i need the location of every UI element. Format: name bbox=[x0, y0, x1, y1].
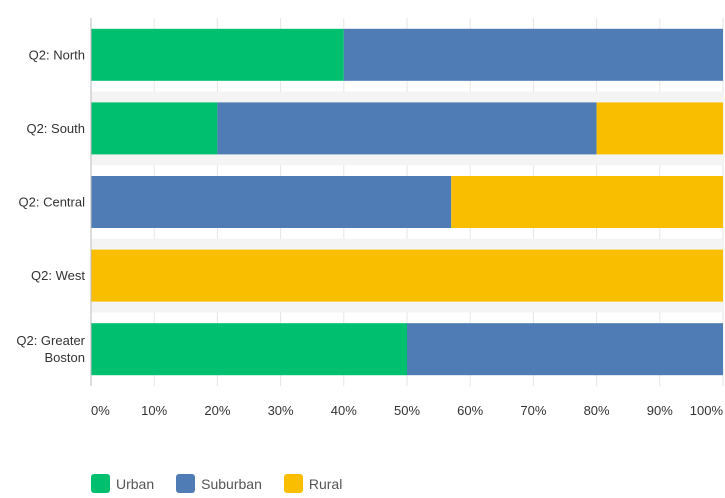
bar-urban bbox=[91, 323, 407, 376]
bar-suburban bbox=[343, 28, 723, 81]
category-labels: Q2: North Q2: South Q2: Central Q2: West Q2:… bbox=[16, 47, 85, 365]
category-label: Q2: North bbox=[29, 47, 85, 62]
x-tick-label: 60% bbox=[457, 403, 483, 418]
bar-suburban bbox=[217, 102, 597, 155]
x-tick-label: 100% bbox=[690, 403, 724, 418]
category-label: Q2: South bbox=[26, 121, 85, 136]
x-tick-label: 20% bbox=[204, 403, 230, 418]
x-tick-label: 80% bbox=[584, 403, 610, 418]
x-tick-label: 40% bbox=[331, 403, 357, 418]
legend-label: Urban bbox=[116, 475, 155, 492]
legend-item-suburban: Suburban bbox=[176, 474, 262, 493]
legend-swatch bbox=[91, 474, 110, 493]
x-tick-label: 70% bbox=[520, 403, 546, 418]
x-tick-label: 90% bbox=[647, 403, 673, 418]
x-tick-label: 30% bbox=[268, 403, 294, 418]
bar-urban bbox=[91, 28, 344, 81]
legend: Urban Suburban Rural bbox=[91, 474, 364, 493]
legend-label: Suburban bbox=[201, 475, 262, 492]
legend-label: Rural bbox=[308, 475, 343, 492]
bars bbox=[91, 28, 723, 376]
bar-rural bbox=[91, 249, 723, 302]
bar-rural bbox=[596, 102, 723, 155]
x-tick-label: 50% bbox=[394, 403, 420, 418]
bar-urban bbox=[91, 102, 218, 155]
x-tick-labels: 0% 10% 20% 30% 40% 50% 60% 70% 80% 90% 100% bbox=[91, 403, 723, 418]
x-tick-label: 0% bbox=[91, 403, 110, 418]
category-label: Q2: Greater Boston bbox=[16, 333, 85, 365]
legend-swatch bbox=[176, 474, 196, 493]
x-tick-label: 10% bbox=[141, 403, 167, 418]
category-label: Q2: Central bbox=[19, 195, 86, 210]
bar-suburban bbox=[91, 176, 452, 228]
bar-rural bbox=[451, 176, 723, 228]
legend-item-rural: Rural bbox=[283, 474, 343, 493]
legend-swatch bbox=[283, 474, 303, 493]
bar-suburban bbox=[407, 323, 723, 376]
legend-item-urban: Urban bbox=[91, 474, 154, 493]
category-label: Q2: West bbox=[31, 268, 85, 283]
stacked-bar-chart: Q2: North Q2: South Q2: Central Q2: West Q2:… bbox=[16, 18, 724, 418]
